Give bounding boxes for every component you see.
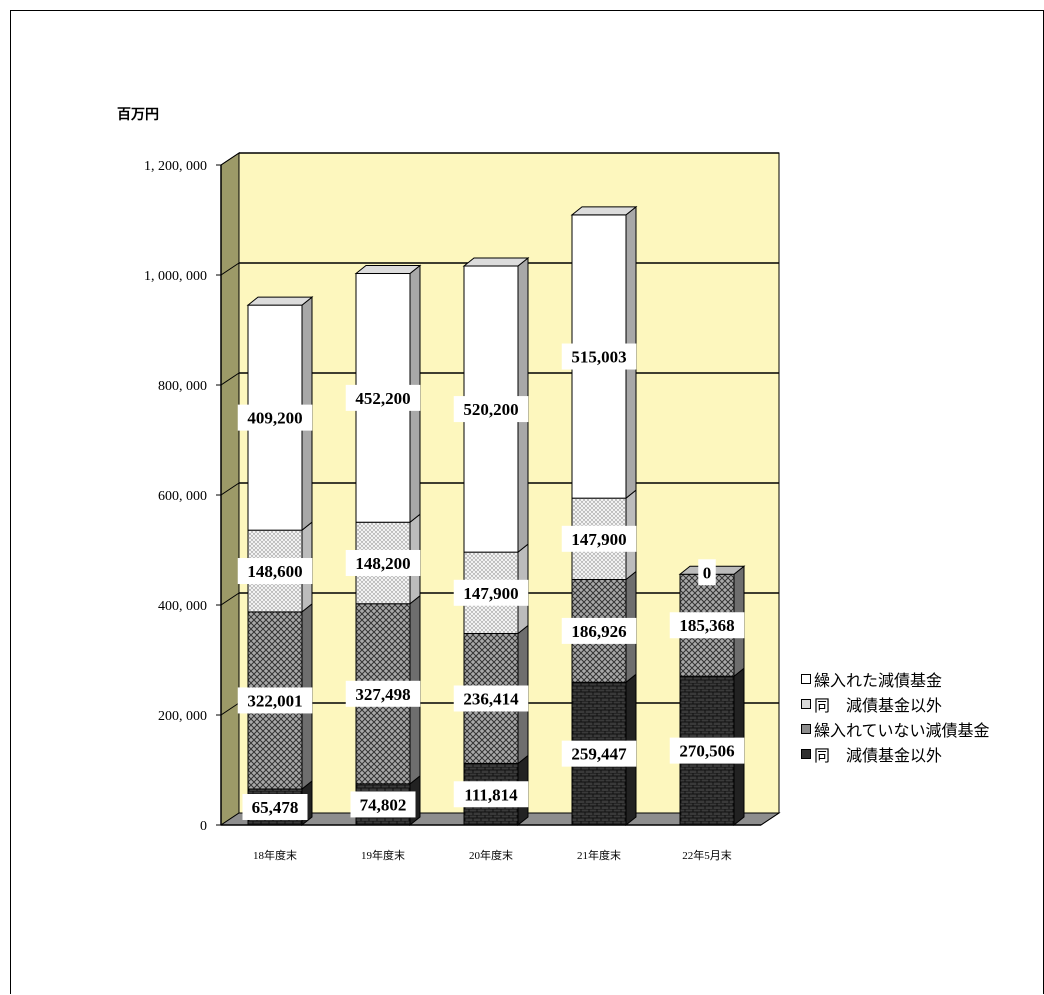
gridline-side bbox=[220, 482, 240, 496]
data-label-bg bbox=[669, 612, 745, 639]
gridline-side bbox=[220, 702, 240, 716]
y-tick-label: 1, 200, 000 bbox=[144, 159, 207, 174]
chart-frame: 0 200, 000 400, 000 600, 000 800, 000 1, 000,… bbox=[10, 10, 1044, 994]
x-axis-depth bbox=[760, 812, 780, 826]
legend-item: 繰入れていない減債基金 bbox=[801, 716, 990, 741]
gridline-side bbox=[220, 262, 240, 276]
data-label-bg bbox=[669, 737, 745, 764]
data-label-bg bbox=[453, 685, 529, 712]
bar-top bbox=[570, 206, 638, 216]
legend-swatch bbox=[801, 723, 811, 734]
data-label-bg bbox=[237, 558, 313, 585]
data-label: 322,001 bbox=[247, 691, 302, 710]
legend-item: 同 減債基金以外 bbox=[801, 741, 990, 766]
data-label: 111,814 bbox=[464, 785, 518, 804]
data-label-bg bbox=[345, 680, 421, 707]
data-label: 148,200 bbox=[355, 554, 410, 573]
data-label-bg bbox=[242, 793, 308, 820]
bar-top bbox=[462, 257, 530, 267]
data-label-bg bbox=[561, 343, 637, 370]
legend-item: 繰入れた減債基金 bbox=[801, 666, 990, 691]
gridline-side bbox=[220, 592, 240, 606]
data-label-bg bbox=[561, 740, 637, 767]
data-label: 409,200 bbox=[247, 409, 302, 428]
y-tick-label: 0 bbox=[200, 819, 207, 834]
data-label-bg bbox=[453, 579, 529, 606]
y-tick-label: 600, 000 bbox=[158, 489, 207, 504]
y-axis-title: 百万円 bbox=[117, 107, 159, 123]
data-label: 236,414 bbox=[463, 689, 519, 708]
chart-legend: 繰入れた減債基金同 減債基金以外 繰入れていない減債基金同 減債基金以外 bbox=[801, 666, 990, 766]
data-label: 259,447 bbox=[571, 745, 627, 764]
data-label-bg bbox=[561, 617, 637, 644]
legend-item: 同 減債基金以外 bbox=[801, 691, 990, 716]
legend-swatch bbox=[801, 673, 811, 684]
legend-label: 繰入れていない減債基金 bbox=[814, 720, 990, 740]
data-label: 74,802 bbox=[360, 795, 407, 814]
bar-top bbox=[246, 296, 314, 306]
data-label: 327,498 bbox=[355, 685, 410, 704]
x-tick-label: 22年5月末 bbox=[682, 848, 732, 862]
data-label: 520,200 bbox=[463, 400, 518, 419]
data-label: 147,900 bbox=[571, 530, 626, 549]
data-label-bg bbox=[345, 549, 421, 576]
data-label: 65,478 bbox=[252, 798, 299, 817]
legend-label: 同 減債基金以外 bbox=[814, 745, 943, 765]
stacked-bar-chart: 0 200, 000 400, 000 600, 000 800, 000 1, 000,… bbox=[117, 107, 781, 862]
bar-top bbox=[354, 265, 422, 275]
y-tick-label: 1, 000, 000 bbox=[144, 269, 207, 284]
data-label: 185,368 bbox=[679, 616, 734, 635]
legend-swatch bbox=[801, 698, 811, 709]
gridline-side bbox=[220, 372, 240, 386]
data-label: 452,200 bbox=[355, 389, 410, 408]
y-tick-label: 400, 000 bbox=[158, 599, 207, 614]
data-label-bg bbox=[698, 559, 716, 586]
legend-swatch bbox=[801, 748, 811, 759]
x-tick-label: 18年度末 bbox=[253, 848, 297, 862]
data-label-bg bbox=[350, 791, 416, 818]
data-label: 186,926 bbox=[571, 622, 626, 641]
x-tick-label: 19年度末 bbox=[361, 848, 405, 862]
data-label-bg bbox=[453, 396, 529, 423]
data-label-bg bbox=[237, 687, 313, 714]
data-label: 515,003 bbox=[571, 348, 626, 367]
data-label-bg bbox=[561, 525, 637, 552]
data-label-bg bbox=[237, 404, 313, 431]
y-tick-label: 200, 000 bbox=[158, 709, 207, 724]
data-label-bg bbox=[345, 384, 421, 411]
data-label-bg bbox=[453, 781, 529, 808]
x-tick-label: 20年度末 bbox=[469, 848, 513, 862]
data-label: 147,900 bbox=[463, 584, 518, 603]
data-label: 270,506 bbox=[679, 742, 734, 761]
data-label: 148,600 bbox=[247, 562, 302, 581]
data-label: 0 bbox=[703, 563, 712, 582]
y-tick-label: 800, 000 bbox=[158, 379, 207, 394]
legend-label: 繰入れた減債基金 bbox=[814, 670, 943, 690]
legend-label: 同 減債基金以外 bbox=[814, 695, 943, 715]
gridline-side bbox=[220, 152, 240, 166]
x-tick-label: 21年度末 bbox=[577, 848, 621, 862]
